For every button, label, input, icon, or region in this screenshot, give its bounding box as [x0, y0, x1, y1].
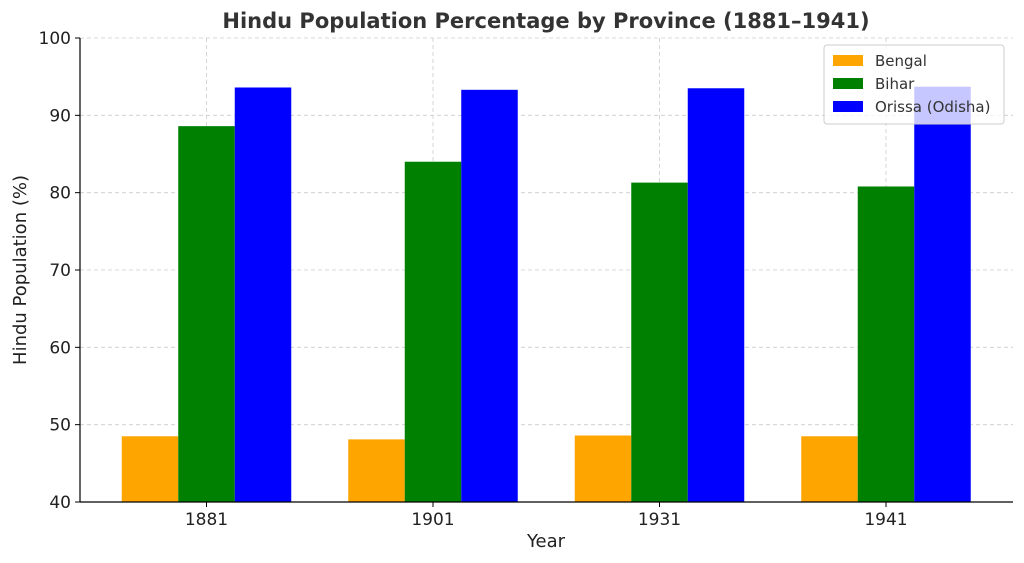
bar-bengal-1931 [574, 435, 632, 502]
y-axis-label: Hindu Population (%) [10, 175, 31, 365]
y-tick-label: 100 [39, 29, 71, 49]
legend-swatch [833, 78, 863, 89]
x-tick-label: 1901 [411, 510, 454, 530]
bar-orissa-odisha-1881 [234, 87, 292, 502]
legend-label: Bihar [875, 75, 915, 93]
x-tick-label: 1881 [185, 510, 228, 530]
bar-bengal-1941 [801, 436, 858, 502]
bar-orissa-odisha-1931 [687, 88, 745, 503]
y-tick-label: 90 [49, 106, 71, 126]
bar-bihar-1931 [631, 182, 688, 502]
x-tick-label: 1941 [864, 510, 907, 530]
x-ticks: 1881 1901 1931 1941 [185, 502, 908, 530]
y-tick-label: 60 [49, 338, 71, 358]
bar-orissa-odisha-1901 [461, 89, 518, 503]
legend-label: Orissa (Odisha) [875, 98, 990, 116]
bar-orissa-odisha-1941 [914, 86, 971, 502]
bar-bengal-1881 [121, 436, 179, 502]
legend-label: Bengal [875, 52, 927, 70]
bar-bihar-1901 [404, 161, 462, 502]
x-tick-label: 1931 [638, 510, 681, 530]
bar-bihar-1941 [857, 186, 915, 503]
bar-bengal-1901 [348, 439, 405, 502]
bars [121, 86, 971, 503]
y-tick-label: 80 [49, 184, 71, 204]
legend-box [823, 44, 1005, 125]
x-axis-label: Year [526, 531, 566, 552]
legend-swatch [833, 101, 863, 112]
y-tick-label: 70 [49, 261, 71, 281]
y-tick-label: 40 [49, 493, 71, 513]
legend: Bengal Bihar Orissa (Odisha) [823, 44, 1005, 125]
y-ticks: 40 50 60 70 80 90 100 [39, 29, 80, 513]
y-tick-label: 50 [49, 416, 71, 436]
legend-swatch [833, 55, 863, 66]
bar-bihar-1881 [178, 126, 235, 502]
chart-title: Hindu Population Percentage by Province … [222, 9, 869, 33]
